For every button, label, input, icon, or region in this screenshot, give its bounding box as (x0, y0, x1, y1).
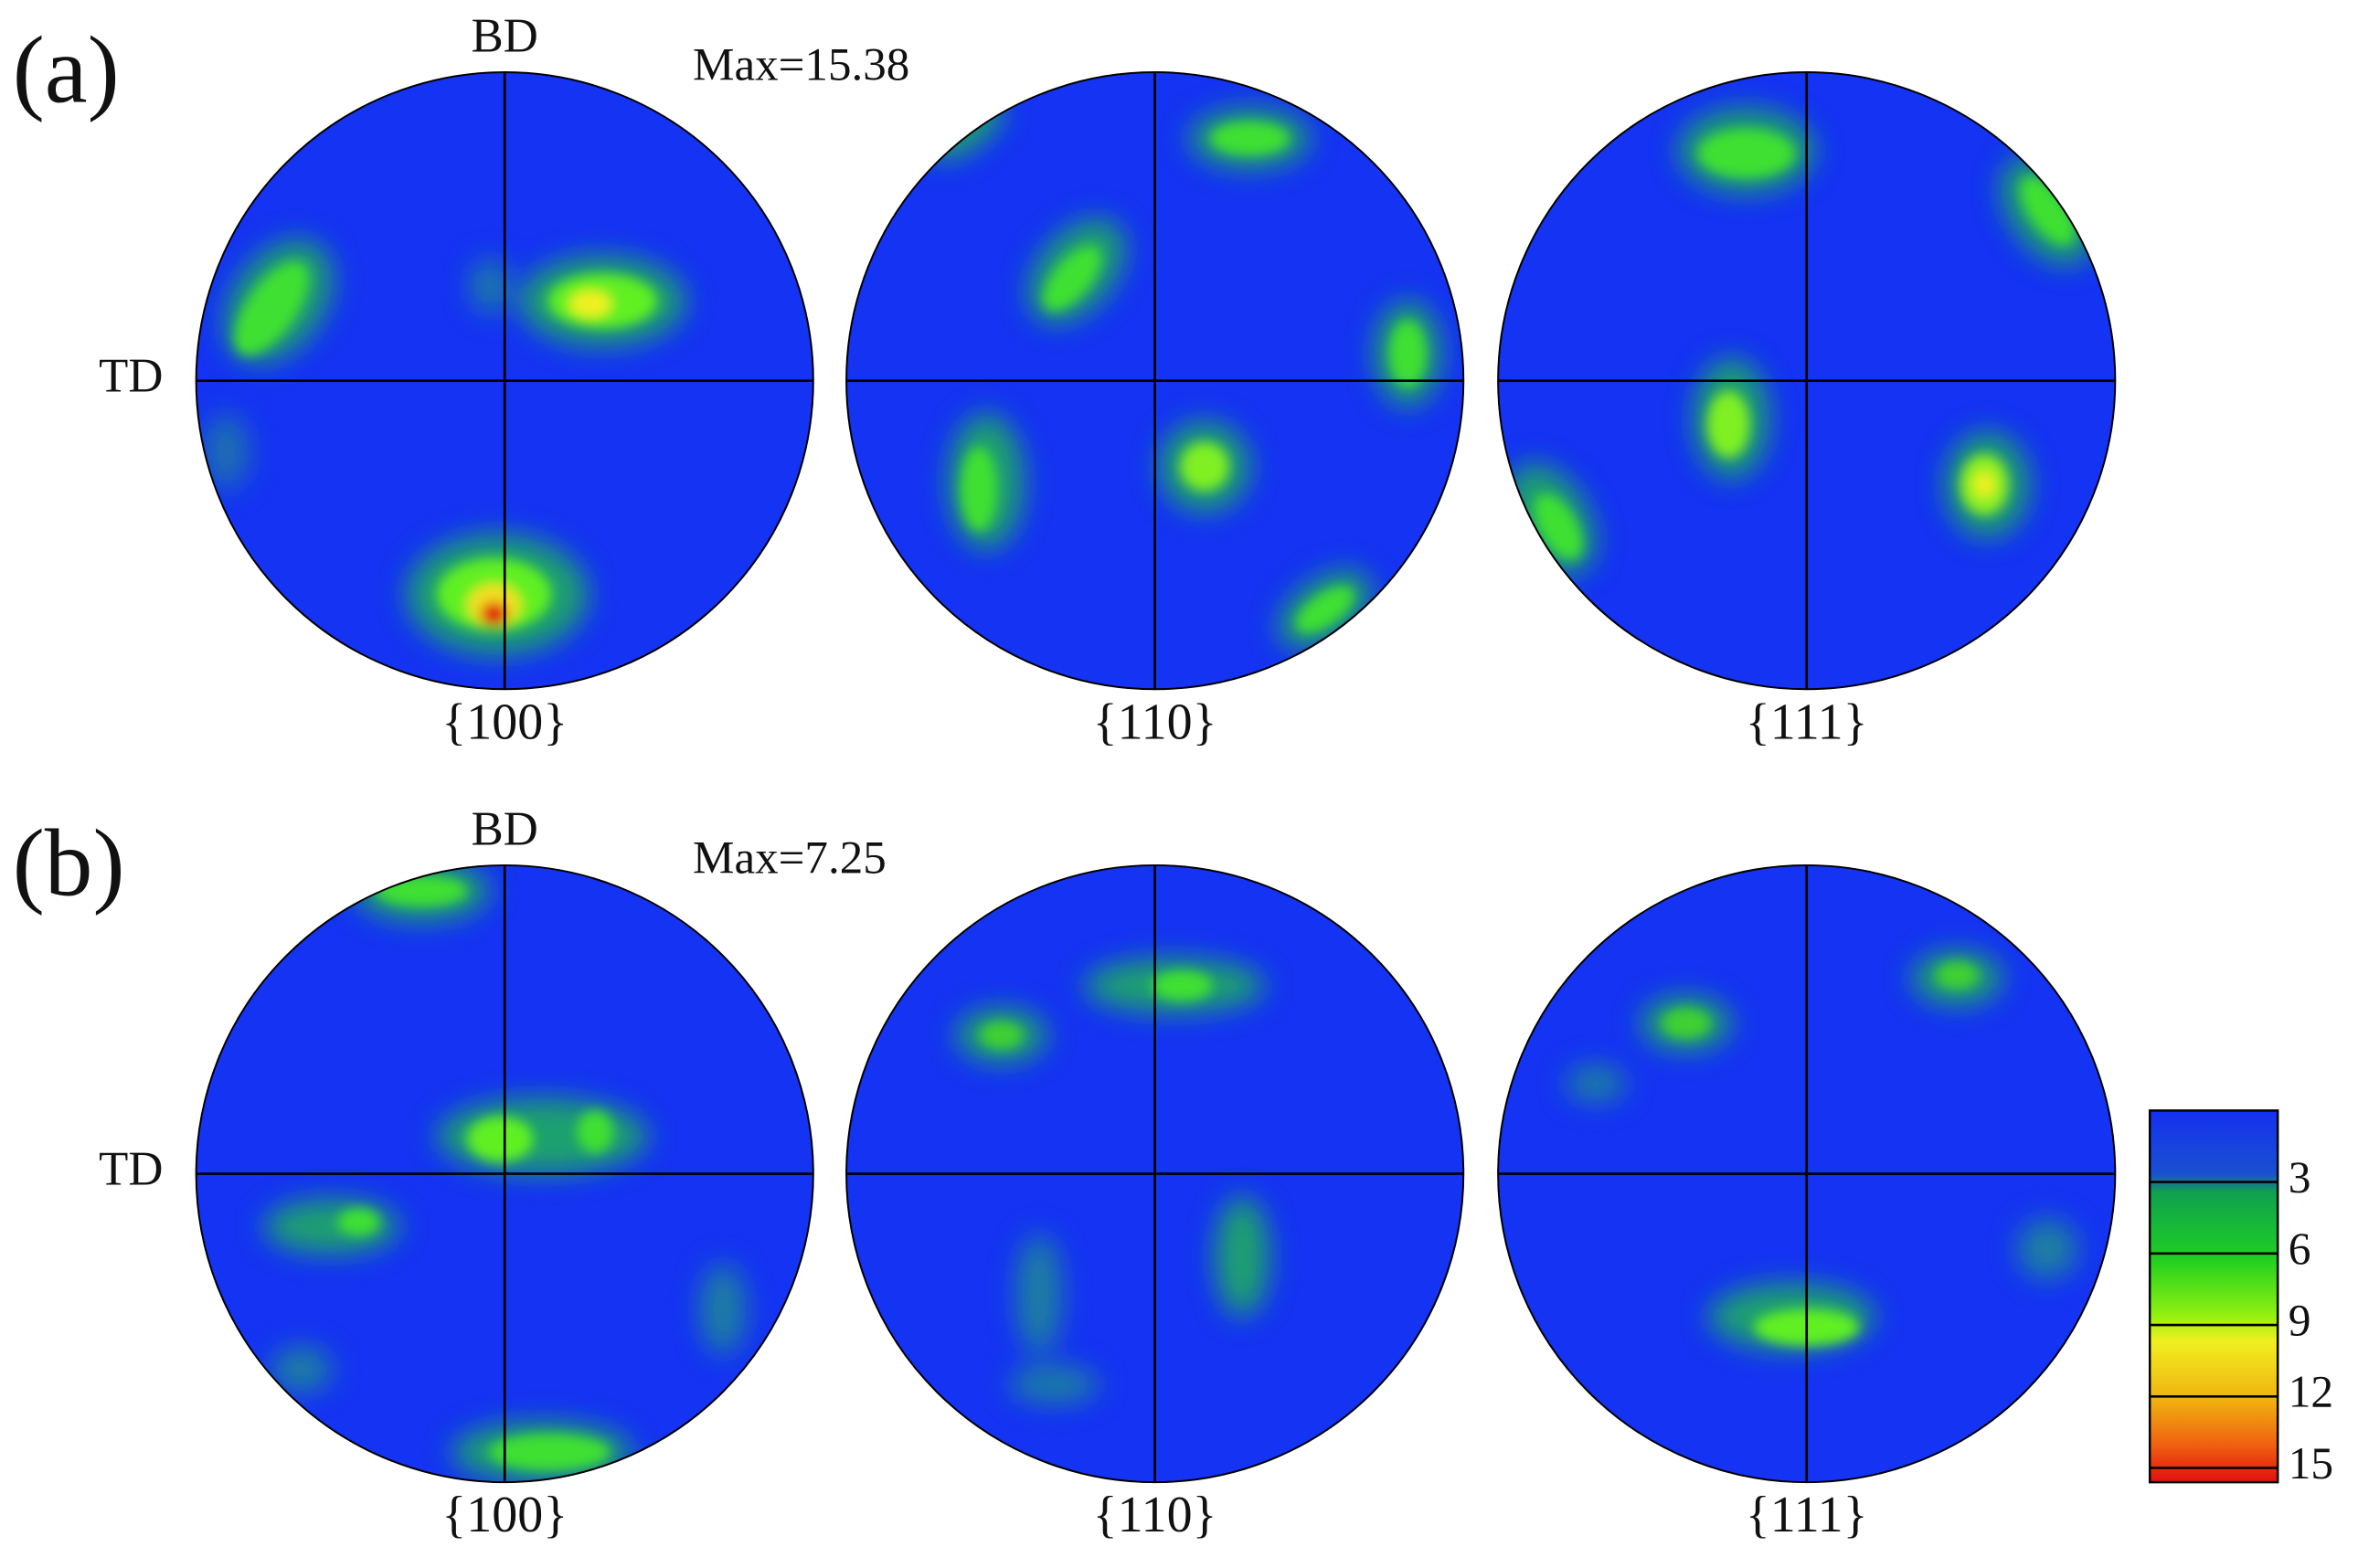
direction-label: BD (472, 10, 538, 63)
direction-label: BD (472, 802, 538, 855)
pole-label: {100} (441, 694, 568, 750)
pole-label: {110} (1093, 1487, 1217, 1543)
pole-label: {110} (1093, 694, 1217, 750)
colorbar-tick-label: 3 (2289, 1152, 2311, 1202)
colorbar-tick-label: 6 (2289, 1224, 2311, 1274)
pole-label: {111} (1746, 694, 1868, 750)
colorbar-tick-label: 9 (2289, 1295, 2311, 1345)
direction-label: TD (99, 350, 163, 403)
panel-label: (b) (13, 809, 125, 916)
panel-label: (a) (13, 16, 120, 122)
max-label: Max=7.25 (693, 832, 887, 884)
colorbar-ticks: 3 6 9 12 15 (2150, 1152, 2333, 1489)
colorbar-tick-label: 12 (2289, 1367, 2333, 1417)
labels: {100} {110} {111} (a) BD TD Max=15.38 {100} {110… (13, 10, 1868, 1544)
axes (195, 71, 2117, 1484)
pole-label: {111} (1746, 1487, 1868, 1543)
colorbar-tick-label: 15 (2289, 1438, 2333, 1489)
pole-label: {100} (441, 1487, 568, 1543)
direction-label: TD (99, 1143, 163, 1196)
colorbar (2148, 1109, 2279, 1484)
max-label: Max=15.38 (693, 39, 909, 90)
